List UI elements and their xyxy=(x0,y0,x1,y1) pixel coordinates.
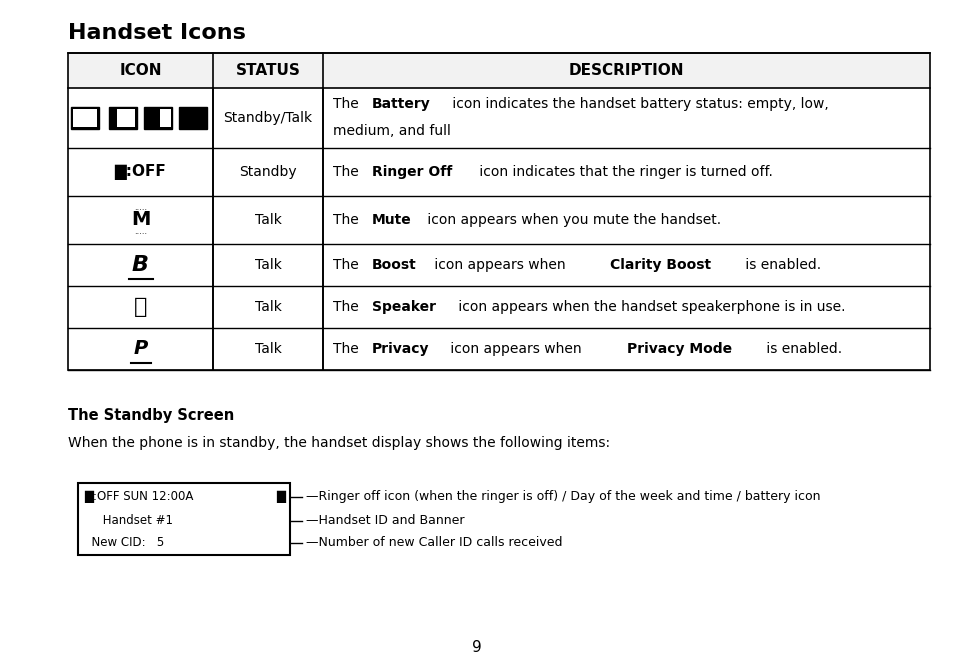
Text: Battery: Battery xyxy=(372,98,430,112)
Bar xyxy=(111,109,134,127)
Text: 9: 9 xyxy=(472,641,481,655)
Bar xyxy=(68,53,929,88)
Text: —Handset ID and Banner: —Handset ID and Banner xyxy=(306,514,464,528)
Text: B: B xyxy=(132,255,149,275)
Bar xyxy=(111,109,116,127)
Text: The: The xyxy=(333,258,363,272)
Text: medium, and full: medium, and full xyxy=(333,124,451,138)
Text: Privacy: Privacy xyxy=(372,342,429,356)
Bar xyxy=(178,107,206,129)
Text: .....: ..... xyxy=(133,204,147,212)
Text: When the phone is in standby, the handset display shows the following items:: When the phone is in standby, the handse… xyxy=(68,436,610,450)
Text: Talk: Talk xyxy=(254,213,281,227)
Text: The: The xyxy=(333,300,363,314)
Text: Talk: Talk xyxy=(254,342,281,356)
Text: ICON: ICON xyxy=(119,63,162,78)
Text: is enabled.: is enabled. xyxy=(740,258,820,272)
Text: Privacy Mode: Privacy Mode xyxy=(626,342,731,356)
Bar xyxy=(68,53,929,370)
Text: █: █ xyxy=(275,490,285,504)
Bar xyxy=(180,109,204,127)
Bar xyxy=(147,109,171,127)
Text: Talk: Talk xyxy=(254,300,281,314)
Bar xyxy=(144,107,172,129)
Text: Clarity Boost: Clarity Boost xyxy=(610,258,711,272)
Bar xyxy=(78,483,290,555)
Text: █:OFF: █:OFF xyxy=(114,164,166,180)
Text: The: The xyxy=(333,213,363,227)
Text: DESCRIPTION: DESCRIPTION xyxy=(568,63,683,78)
Text: —Number of new Caller ID calls received: —Number of new Caller ID calls received xyxy=(306,536,562,550)
Text: The Standby Screen: The Standby Screen xyxy=(68,408,234,423)
Bar xyxy=(109,107,136,129)
Text: Handset Icons: Handset Icons xyxy=(68,23,246,43)
Text: is enabled.: is enabled. xyxy=(761,342,841,356)
Text: █:OFF SUN 12:00A: █:OFF SUN 12:00A xyxy=(84,490,193,504)
Text: M: M xyxy=(131,210,150,230)
Text: —Ringer off icon (when the ringer is off) / Day of the week and time / battery i: —Ringer off icon (when the ringer is off… xyxy=(306,490,820,504)
Text: Speaker: Speaker xyxy=(372,300,436,314)
Text: STATUS: STATUS xyxy=(235,63,300,78)
Text: New CID:   5: New CID: 5 xyxy=(84,536,164,550)
Text: icon appears when the handset speakerphone is in use.: icon appears when the handset speakerpho… xyxy=(454,300,845,314)
Text: icon indicates that the ringer is turned off.: icon indicates that the ringer is turned… xyxy=(475,165,773,179)
Bar xyxy=(71,107,98,129)
Text: P: P xyxy=(133,339,148,359)
Text: Standby/Talk: Standby/Talk xyxy=(223,111,313,125)
Text: icon appears when: icon appears when xyxy=(446,342,585,356)
Text: The: The xyxy=(333,98,363,112)
Text: Standby: Standby xyxy=(239,165,296,179)
Text: Boost: Boost xyxy=(372,258,416,272)
Text: Handset #1: Handset #1 xyxy=(84,514,172,528)
Text: ⓘ: ⓘ xyxy=(133,297,147,317)
Text: The: The xyxy=(333,165,363,179)
Text: icon indicates the handset battery status: empty, low,: icon indicates the handset battery statu… xyxy=(447,98,827,112)
Text: Talk: Talk xyxy=(254,258,281,272)
Text: icon appears when: icon appears when xyxy=(429,258,569,272)
Text: Ringer Off: Ringer Off xyxy=(372,165,452,179)
Bar xyxy=(72,109,96,127)
Text: icon appears when you mute the handset.: icon appears when you mute the handset. xyxy=(423,213,720,227)
Text: The: The xyxy=(333,342,363,356)
Text: .....: ..... xyxy=(133,228,147,236)
Bar xyxy=(147,109,159,127)
Bar xyxy=(180,109,204,127)
Text: Mute: Mute xyxy=(372,213,411,227)
